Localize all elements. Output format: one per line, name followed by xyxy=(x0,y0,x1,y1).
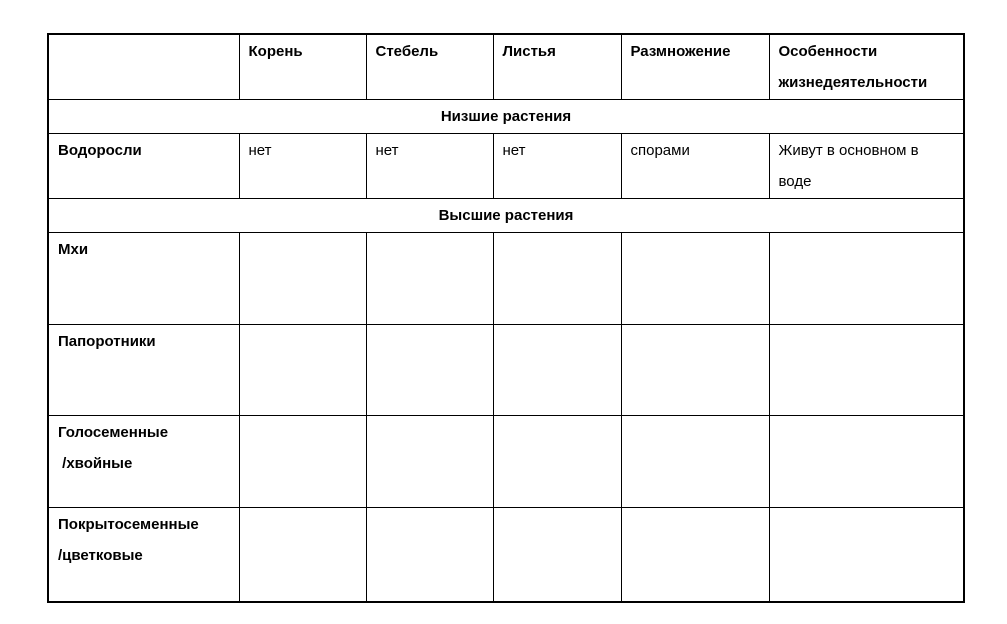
algae-stem-value: нет xyxy=(365,133,494,199)
header-cell-leaves: Листья xyxy=(492,33,622,100)
table-cell xyxy=(620,232,770,325)
table-cell xyxy=(492,415,622,508)
section-row-higher-plants: Высшие растения xyxy=(47,198,965,233)
header-cell-life-features: Особенности жизнедеятельности xyxy=(768,33,965,100)
table-cell xyxy=(238,324,367,416)
section-higher-plants-label: Высшие растения xyxy=(47,198,965,233)
ferns-label: Папоротники xyxy=(47,324,240,416)
plants-comparison-table: Корень Стебель Листья Размножение Особен… xyxy=(47,33,965,603)
table-cell xyxy=(365,507,494,602)
table-cell xyxy=(768,415,965,508)
header-row: Корень Стебель Листья Размножение Особен… xyxy=(47,33,965,100)
algae-leaves-value: нет xyxy=(492,133,622,199)
section-lower-plants-label: Низшие растения xyxy=(47,99,965,134)
table-cell xyxy=(238,507,367,602)
header-cell-stem: Стебель xyxy=(365,33,494,100)
header-cell-blank xyxy=(47,33,240,100)
algae-life-features-value: Живут в основном в воде xyxy=(768,133,965,199)
table-cell xyxy=(365,415,494,508)
table-cell xyxy=(620,415,770,508)
section-row-lower-plants: Низшие растения xyxy=(47,99,965,134)
table-cell xyxy=(238,232,367,325)
table-cell xyxy=(492,507,622,602)
table-cell xyxy=(365,232,494,325)
table-cell xyxy=(768,232,965,325)
row-angiosperms: Покрытосеменные /цветковые xyxy=(47,507,965,602)
row-gymnosperms: Голосеменные /хвойные xyxy=(47,415,965,508)
table-cell xyxy=(768,324,965,416)
angiosperms-label: Покрытосеменные /цветковые xyxy=(47,507,240,602)
header-cell-reproduction: Размножение xyxy=(620,33,770,100)
row-mosses: Мхи xyxy=(47,232,965,325)
row-ferns: Папоротники xyxy=(47,324,965,416)
table-cell xyxy=(365,324,494,416)
table-cell xyxy=(620,507,770,602)
algae-root-value: нет xyxy=(238,133,367,199)
header-cell-root: Корень xyxy=(238,33,367,100)
row-algae: Водоросли нет нет нет спорами Живут в ос… xyxy=(47,133,965,199)
mosses-label: Мхи xyxy=(47,232,240,325)
algae-reproduction-value: спорами xyxy=(620,133,770,199)
table-cell xyxy=(492,232,622,325)
table-cell xyxy=(768,507,965,602)
algae-label: Водоросли xyxy=(47,133,240,199)
table-cell xyxy=(492,324,622,416)
table-cell xyxy=(238,415,367,508)
gymnosperms-label: Голосеменные /хвойные xyxy=(47,415,240,508)
table-cell xyxy=(620,324,770,416)
